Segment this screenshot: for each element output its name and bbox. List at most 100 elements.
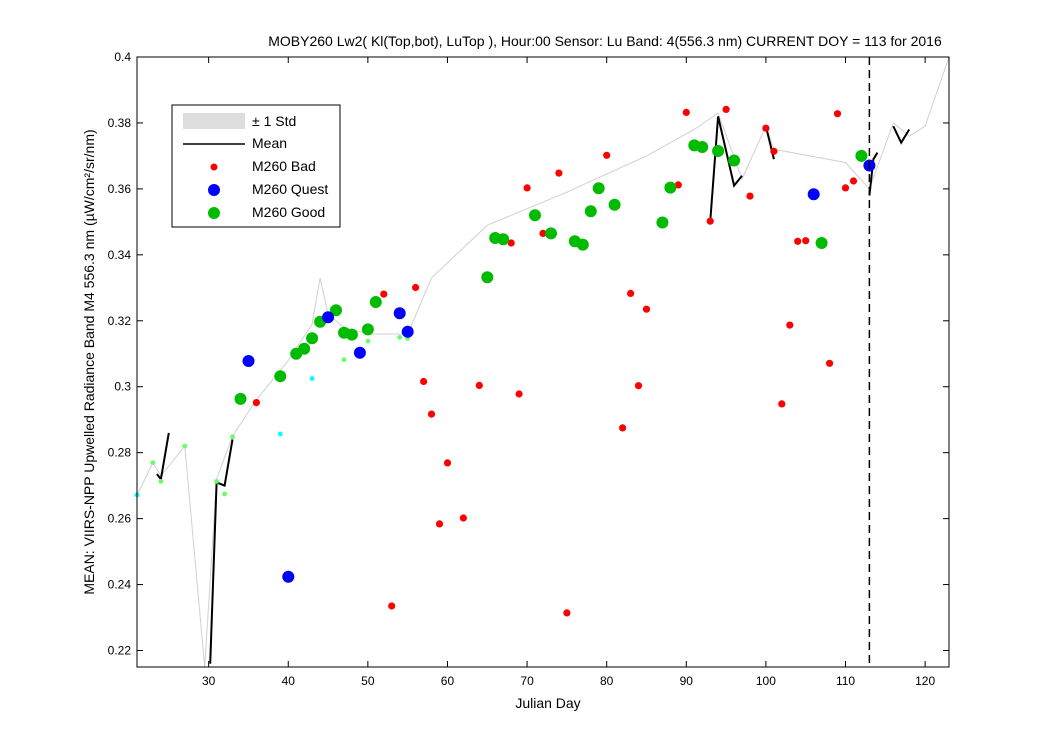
legend-label-mean: Mean: [252, 135, 287, 151]
point-m260-good: [728, 154, 741, 167]
point-m260-bad: [435, 520, 444, 528]
y-tick-label: 0.3: [114, 380, 131, 394]
point-m260-good: [234, 392, 247, 405]
point-m260-bad: [539, 229, 547, 237]
point-aux-series-4: [214, 479, 220, 484]
x-tick-label: 30: [202, 674, 216, 688]
point-m260-good: [369, 296, 382, 308]
point-m260-bad: [459, 514, 467, 522]
plot-frame: [136, 56, 950, 668]
point-m260-bad: [746, 192, 754, 200]
point-m260-bad: [523, 184, 531, 192]
point-m260-good: [855, 149, 868, 162]
point-m260-bad: [778, 400, 786, 408]
x-tick-label: 100: [756, 674, 776, 688]
y-tick-label: 0.32: [108, 314, 132, 328]
point-aux-series-4: [397, 334, 403, 340]
y-tick-label: 0.22: [108, 644, 132, 658]
point-m260-bad: [563, 609, 571, 617]
point-m260-bad: [849, 177, 858, 185]
x-tick-label: 40: [282, 674, 296, 688]
point-m260-bad: [515, 390, 523, 398]
legend-std-swatch: [183, 113, 245, 129]
point-m260-bad: [786, 321, 794, 329]
data-points: [134, 105, 876, 617]
point-m260-bad: [388, 602, 396, 610]
point-m260-good: [330, 304, 342, 317]
point-m260-good: [298, 342, 311, 355]
point-m260-good: [274, 370, 287, 383]
point-m260-good: [545, 227, 557, 240]
point-m260-good: [712, 145, 725, 157]
legend: ± 1 Std Mean M260 Bad M260 Quest M260 Go…: [171, 104, 341, 228]
y-tick-label: 0.24: [108, 578, 132, 592]
legend-label-good: M260 Good: [252, 204, 325, 220]
x-axis-ticks: 30 40 50 60 70 80 90 100 110 120: [202, 57, 935, 688]
y-tick-label: 0.34: [108, 248, 132, 262]
point-m260-quest: [393, 307, 406, 320]
mean-segment-4: [868, 152, 879, 196]
point-m260-bad: [826, 359, 834, 367]
point-m260-bad: [841, 184, 850, 192]
x-tick-label: 60: [441, 674, 455, 688]
point-m260-bad: [420, 377, 428, 386]
x-tick-label: 120: [915, 674, 935, 688]
x-tick-label: 90: [680, 674, 694, 688]
point-m260-quest: [807, 188, 820, 201]
point-m260-good: [576, 238, 589, 251]
point-aux-series-4: [182, 443, 188, 449]
point-m260-bad: [770, 147, 778, 155]
mean-segment-1: [209, 439, 234, 664]
point-m260-bad: [380, 290, 388, 298]
point-m260-bad: [722, 105, 730, 113]
mean-segment-2: [709, 116, 743, 222]
point-m260-quest: [282, 570, 295, 583]
x-tick-label: 50: [361, 674, 375, 688]
point-m260-good: [529, 209, 541, 222]
point-aux-series-4: [150, 460, 156, 465]
point-aux-series-3: [309, 376, 315, 381]
x-tick-label: 80: [600, 674, 614, 688]
point-m260-bad: [634, 382, 643, 390]
x-tick-label: 70: [520, 674, 534, 688]
point-m260-bad: [252, 399, 260, 407]
legend-quest-marker: [208, 184, 220, 196]
point-aux-series-4: [365, 338, 371, 344]
point-m260-good: [481, 271, 494, 284]
point-m260-bad: [682, 108, 690, 116]
point-m260-bad: [555, 169, 563, 177]
point-m260-good: [497, 233, 510, 246]
point-aux-series-3: [277, 431, 283, 437]
point-m260-bad: [674, 181, 682, 189]
point-aux-series-4: [158, 479, 164, 484]
y-axis-ticks: 0.22 0.24 0.26 0.28 0.3 0.32 0.34 0.36 0.38 0.4: [108, 50, 949, 658]
point-m260-bad: [706, 217, 714, 225]
point-m260-bad: [627, 289, 635, 297]
y-tick-label: 0.38: [108, 116, 132, 130]
point-m260-good: [664, 181, 677, 194]
point-m260-bad: [443, 459, 452, 467]
point-m260-quest: [401, 325, 414, 338]
y-tick-label: 0.4: [114, 50, 131, 64]
point-m260-good: [361, 323, 374, 336]
point-m260-bad: [762, 124, 770, 132]
y-tick-label: 0.36: [108, 182, 132, 196]
point-m260-bad: [475, 381, 483, 389]
point-m260-good: [656, 216, 669, 229]
point-aux-series-4: [222, 491, 228, 497]
point-m260-good: [815, 237, 828, 249]
legend-bad-marker: [210, 163, 218, 171]
point-m260-good: [696, 141, 709, 153]
x-axis-label: Julian Day: [515, 695, 580, 711]
point-m260-bad: [833, 110, 842, 118]
chart-title: MOBY260 Lw2( Kl(Top,bot), LuTop ), Hour:…: [268, 33, 942, 49]
mean-segment-5: [892, 125, 911, 145]
point-m260-bad: [642, 305, 651, 313]
point-m260-bad: [412, 283, 420, 292]
x-tick-label: 110: [836, 674, 855, 688]
point-m260-quest: [242, 355, 255, 367]
point-m260-bad: [802, 237, 810, 245]
point-m260-bad: [794, 237, 802, 245]
y-tick-label: 0.28: [108, 446, 132, 460]
point-m260-quest: [322, 311, 335, 324]
